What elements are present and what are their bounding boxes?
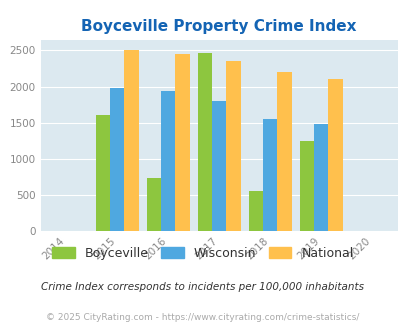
Bar [277,72,291,231]
Bar [161,91,175,231]
Bar [146,178,161,231]
Text: Crime Index corresponds to incidents per 100,000 inhabitants: Crime Index corresponds to incidents per… [41,282,364,292]
Bar [262,119,277,231]
Bar [248,191,262,231]
Bar [313,124,328,231]
Bar [124,50,138,231]
Bar [175,54,189,231]
Text: © 2025 CityRating.com - https://www.cityrating.com/crime-statistics/: © 2025 CityRating.com - https://www.city… [46,313,359,322]
Bar [96,115,110,231]
Bar [197,53,211,231]
Legend: Boyceville, Wisconsin, National: Boyceville, Wisconsin, National [52,247,353,260]
Bar [299,142,313,231]
Bar [110,88,124,231]
Title: Boyceville Property Crime Index: Boyceville Property Crime Index [81,19,356,34]
Bar [211,101,226,231]
Bar [226,60,240,231]
Bar [328,79,342,231]
